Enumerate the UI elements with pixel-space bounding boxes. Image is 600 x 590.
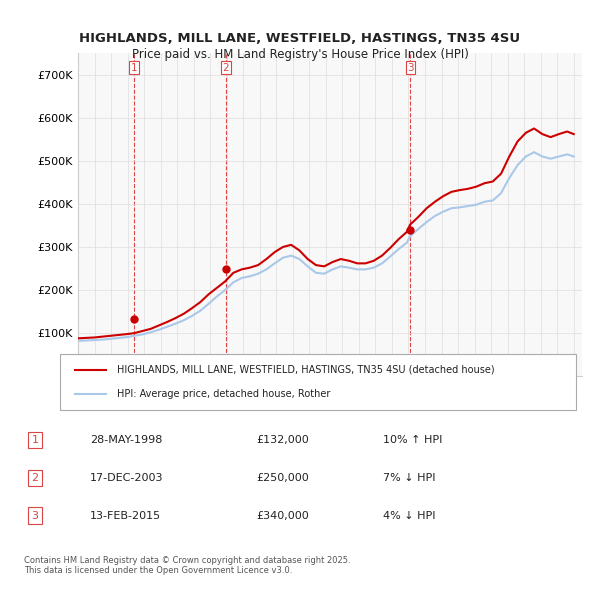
Text: £250,000: £250,000 bbox=[256, 473, 308, 483]
Text: 13-FEB-2015: 13-FEB-2015 bbox=[90, 511, 161, 520]
Text: 10% ↑ HPI: 10% ↑ HPI bbox=[383, 435, 442, 445]
Text: HIGHLANDS, MILL LANE, WESTFIELD, HASTINGS, TN35 4SU (detached house): HIGHLANDS, MILL LANE, WESTFIELD, HASTING… bbox=[117, 365, 494, 375]
Text: 3: 3 bbox=[32, 511, 38, 520]
Text: 28-MAY-1998: 28-MAY-1998 bbox=[90, 435, 163, 445]
Text: 1: 1 bbox=[32, 435, 38, 445]
Text: Contains HM Land Registry data © Crown copyright and database right 2025.
This d: Contains HM Land Registry data © Crown c… bbox=[24, 556, 350, 575]
Text: £340,000: £340,000 bbox=[256, 511, 308, 520]
Text: Price paid vs. HM Land Registry's House Price Index (HPI): Price paid vs. HM Land Registry's House … bbox=[131, 48, 469, 61]
Text: HIGHLANDS, MILL LANE, WESTFIELD, HASTINGS, TN35 4SU: HIGHLANDS, MILL LANE, WESTFIELD, HASTING… bbox=[79, 32, 521, 45]
Text: 3: 3 bbox=[407, 63, 414, 73]
Text: 2: 2 bbox=[223, 63, 229, 73]
Text: 2: 2 bbox=[31, 473, 38, 483]
Text: HPI: Average price, detached house, Rother: HPI: Average price, detached house, Roth… bbox=[117, 389, 330, 399]
Text: 4% ↓ HPI: 4% ↓ HPI bbox=[383, 511, 436, 520]
Text: 17-DEC-2003: 17-DEC-2003 bbox=[90, 473, 164, 483]
Text: 1: 1 bbox=[131, 63, 137, 73]
Text: 7% ↓ HPI: 7% ↓ HPI bbox=[383, 473, 436, 483]
FancyBboxPatch shape bbox=[60, 354, 576, 410]
Text: £132,000: £132,000 bbox=[256, 435, 308, 445]
